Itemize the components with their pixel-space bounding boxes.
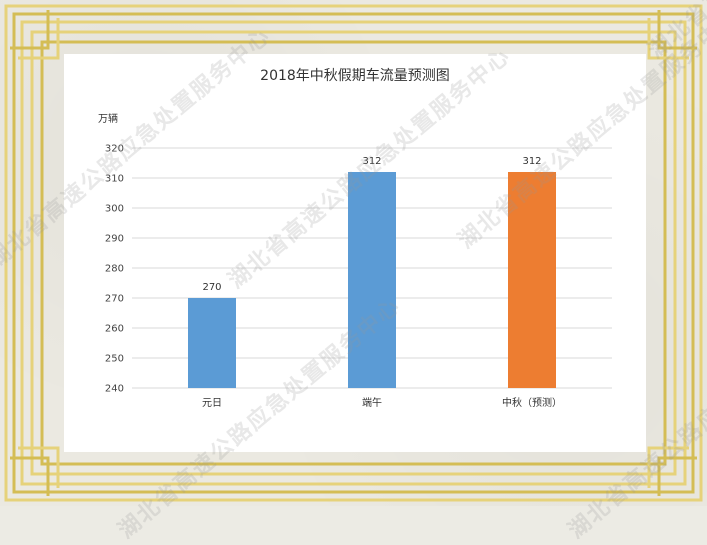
frame-corner: [10, 10, 50, 50]
frame-corner: [18, 446, 60, 488]
y-tick-label: 300: [105, 204, 124, 215]
category-label: 端午: [362, 396, 382, 409]
y-axis-unit-label: 万辆: [98, 112, 118, 125]
category-labels: 元日 端午 中秋（预测）: [202, 396, 562, 409]
decorative-frame: [4, 4, 703, 502]
frame-corner: [18, 18, 60, 60]
bar-value-label: 270: [202, 282, 221, 293]
frame-corner: [647, 18, 689, 60]
y-tick-label: 240: [105, 384, 124, 395]
y-tick-label: 270: [105, 294, 124, 305]
bar-value-label: 312: [522, 156, 541, 167]
frame-corner: [657, 456, 697, 496]
frame-border: [12, 12, 695, 494]
bar: [348, 172, 396, 388]
y-axis-ticks: 240 250 260 270 280 290 300 310 320: [105, 144, 124, 395]
chart-card: 2018年中秋假期车流量预测图 万辆 240 250 260 270 280 290 300…: [64, 54, 646, 452]
bar: [508, 172, 556, 388]
y-tick-label: 280: [105, 264, 124, 275]
y-tick-label: 320: [105, 144, 124, 155]
frame-border: [4, 4, 703, 502]
bars: [188, 172, 556, 388]
y-tick-label: 310: [105, 174, 124, 185]
bar-chart: 2018年中秋假期车流量预测图 万辆 240 250 260 270 280 290 300…: [98, 67, 612, 409]
frame-border: [20, 20, 687, 486]
frame-border: [40, 40, 667, 466]
y-tick-label: 260: [105, 324, 124, 335]
frame-corner: [647, 446, 689, 488]
frame-corner: [10, 456, 50, 496]
bar-value-label: 312: [362, 156, 381, 167]
category-label: 元日: [202, 398, 222, 409]
data-labels: 270 312 312: [202, 156, 541, 293]
frame-corner: [657, 10, 697, 50]
bar: [188, 298, 236, 388]
y-tick-label: 290: [105, 234, 124, 245]
y-tick-label: 250: [105, 354, 124, 365]
chart-title: 2018年中秋假期车流量预测图: [260, 67, 450, 84]
frame-border: [30, 30, 677, 476]
category-label: 中秋（预测）: [502, 396, 562, 409]
